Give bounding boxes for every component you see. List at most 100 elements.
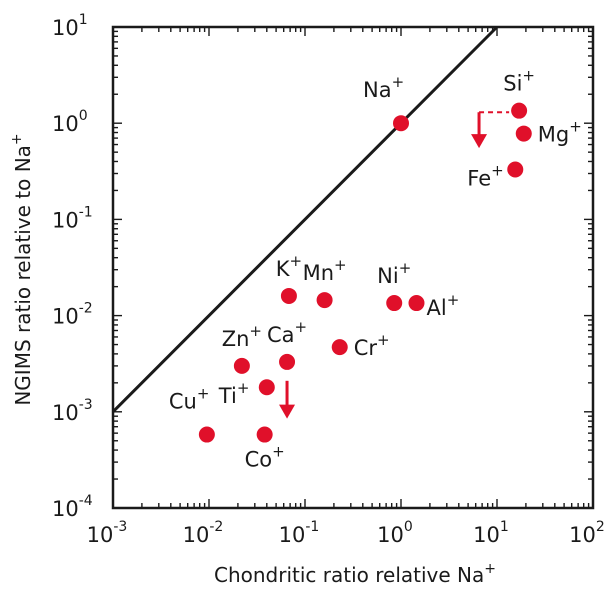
point-label-charge: + <box>377 331 390 349</box>
y-tick-base: 10 <box>52 208 79 232</box>
point-label-charge: + <box>522 67 535 85</box>
point-label-al: Al+ <box>426 291 459 320</box>
point-label-na: Na+ <box>363 73 404 102</box>
point-label-charge: + <box>447 291 460 309</box>
x-tick-label: 10-3 <box>87 519 128 547</box>
x-tick-exponent: 0 <box>404 519 413 535</box>
x-tick-base: 10 <box>569 523 596 547</box>
y-tick-label: 10-4 <box>52 493 93 521</box>
y-tick-exponent: 0 <box>79 108 88 124</box>
y-tick-label: 10-3 <box>52 397 93 425</box>
x-tick-label: 10-2 <box>183 519 224 547</box>
x-tick-label: 102 <box>569 519 605 547</box>
point-label-element: Ti <box>218 384 237 408</box>
point-al <box>408 295 425 312</box>
y-tick-base: 10 <box>52 16 79 40</box>
point-label-fe: Fe+ <box>467 162 503 191</box>
point-label-k: K+ <box>276 252 302 281</box>
point-label-charge: + <box>295 318 308 336</box>
point-label-charge: + <box>334 256 347 274</box>
arrow-head-ca <box>279 404 296 419</box>
x-axis-title: Chondritic ratio relative Na+ <box>214 561 496 587</box>
point-ca <box>279 353 296 370</box>
point-label-element: Ca <box>267 323 295 347</box>
point-label-element: Si <box>503 72 522 96</box>
point-label-co: Co+ <box>245 443 285 472</box>
one-to-one-line <box>111 25 499 413</box>
point-co <box>256 426 273 443</box>
point-label-zn: Zn+ <box>222 322 262 351</box>
y-axis-title: NGIMS ratio relative to Na+ <box>9 133 35 405</box>
point-labels: Na+ Si+Mg+Fe+K+Mn+ Ni+Al+Cr+Ca+Zn+Ti+Cu+Co… <box>169 67 582 472</box>
y-tick-exponent: -1 <box>79 204 93 220</box>
point-cr <box>331 339 348 356</box>
y-tick-exponent: -2 <box>79 301 93 317</box>
x-tick-base: 10 <box>473 523 500 547</box>
arrow-head-fe <box>471 134 488 149</box>
point-label-mg: Mg+ <box>538 118 582 147</box>
point-mn <box>316 292 333 309</box>
y-tick-base: 10 <box>52 401 79 425</box>
point-label-charge: + <box>197 385 210 403</box>
point-label-element: Cr <box>354 336 378 360</box>
point-cu <box>198 426 215 443</box>
x-tick-base: 10 <box>183 523 210 547</box>
x-tick-base: 10 <box>279 523 306 547</box>
x-tick-exponent: -2 <box>209 519 223 535</box>
x-tick-label: 100 <box>377 519 413 547</box>
data-points <box>198 102 532 443</box>
point-label-charge: + <box>491 162 504 180</box>
y-tick-exponent: -3 <box>79 397 93 413</box>
point-label-charge: + <box>272 443 285 461</box>
point-label-element: Mn <box>303 261 334 285</box>
point-label-ti: Ti+ <box>218 379 250 408</box>
x-tick-label: 10-1 <box>279 519 320 547</box>
point-label-element: Co <box>245 448 273 472</box>
point-label-si: Si+ <box>503 67 535 96</box>
point-label-element: K <box>276 257 291 281</box>
y-tick-label: 10-2 <box>52 301 93 329</box>
point-label-element: Na <box>363 78 392 102</box>
x-tick-label: 101 <box>473 519 509 547</box>
y-tick-base: 10 <box>52 497 79 521</box>
point-fe <box>507 161 524 178</box>
point-label-charge: + <box>392 73 405 91</box>
reference-line-layer <box>111 25 499 413</box>
point-label-element: Cu <box>169 390 197 414</box>
y-tick-exponent: -4 <box>79 493 93 509</box>
y-tick-base: 10 <box>52 112 79 136</box>
plot-frame <box>111 25 595 510</box>
point-label-ca: Ca+ <box>267 318 307 347</box>
y-tick-base: 10 <box>52 305 79 329</box>
point-si <box>511 102 528 119</box>
point-label-cu: Cu+ <box>169 385 210 414</box>
x-tick-exponent: -1 <box>305 519 319 535</box>
y-axis-title-sup: + <box>9 133 25 145</box>
upper-limit-arrows <box>279 111 510 419</box>
x-axis-title-text: Chondritic ratio relative Na <box>214 563 484 587</box>
point-label-charge: + <box>237 379 250 397</box>
point-na <box>393 115 409 132</box>
point-label-ni: Ni+ <box>377 259 411 288</box>
x-tick-labels: 10-3 10-2 10-1 100 101 102 <box>87 519 605 547</box>
point-ti <box>258 379 275 396</box>
y-tick-exponent: 1 <box>79 12 88 28</box>
x-axis-title-sup: + <box>484 561 496 577</box>
point-label-cr: Cr+ <box>354 331 390 360</box>
y-tick-label: 100 <box>52 108 88 136</box>
point-label-mn: Mn+ <box>303 256 347 285</box>
x-tick-base: 10 <box>87 523 114 547</box>
x-tick-exponent: -3 <box>113 519 127 535</box>
point-label-element: Al <box>426 296 446 320</box>
point-ni <box>386 295 403 312</box>
point-label-element: Zn <box>222 327 250 351</box>
y-axis-title-text: NGIMS ratio relative to Na <box>11 145 35 406</box>
point-k <box>280 287 297 304</box>
point-zn <box>233 357 250 374</box>
point-label-charge: + <box>249 322 262 340</box>
point-label-element: Ni <box>377 264 399 288</box>
point-mg <box>515 125 532 142</box>
axis-ticks <box>112 26 594 509</box>
